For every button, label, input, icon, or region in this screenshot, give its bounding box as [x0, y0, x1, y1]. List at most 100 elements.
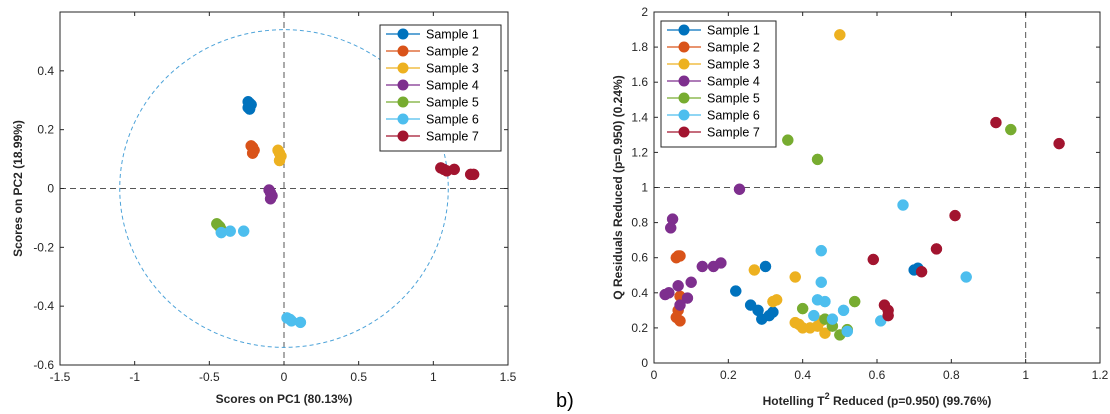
legend-marker [678, 41, 690, 53]
legend-marker [397, 79, 409, 91]
data-point-sample-4 [715, 257, 727, 269]
legend-label: Sample 3 [426, 62, 479, 76]
y-axis-label: Scores on PC2 (18.99%) [11, 120, 25, 257]
legend-label: Sample 4 [426, 79, 479, 93]
y-tick-label: 0.6 [631, 251, 648, 265]
data-point-sample-7 [949, 209, 961, 222]
y-tick-label: 1.8 [631, 40, 648, 54]
y-tick-label: 0.2 [37, 123, 54, 137]
x-tick-label: 0.8 [943, 368, 960, 382]
data-point-sample-7 [930, 243, 943, 255]
data-point-sample-4 [685, 276, 697, 289]
x-axis-label: Hotelling T2 Reduced (p=0.950) (99.76%) [763, 391, 992, 408]
data-point-sample-5 [848, 295, 861, 308]
x-tick-label: 1 [430, 370, 437, 384]
x-tick-label: 0 [651, 368, 658, 382]
data-point-sample-3 [748, 264, 761, 276]
data-point-sample-5 [811, 153, 824, 166]
data-point-sample-6 [826, 313, 839, 325]
data-point-sample-1 [730, 285, 742, 297]
data-point-sample-7 [867, 253, 880, 266]
y-tick-label: -0.4 [33, 299, 54, 313]
y-tick-label: 2 [641, 5, 648, 19]
data-point-sample-7 [448, 163, 460, 176]
legend-marker [397, 113, 409, 125]
legend-label: Sample 7 [707, 126, 760, 140]
x-tick-label: 0.6 [869, 368, 886, 382]
data-point-sample-6 [897, 199, 909, 211]
y-tick-label: 1.4 [631, 110, 648, 124]
data-point-sample-7 [915, 265, 928, 278]
y-tick-label: -0.6 [33, 358, 54, 372]
x-axis-label-part: Reduced (p=0.950) (99.76%) [830, 394, 992, 408]
legend-label: Sample 4 [707, 75, 760, 89]
x-axis-label-part: Hotelling T [763, 394, 826, 408]
data-point-sample-3 [273, 154, 286, 167]
data-point-sample-1 [759, 260, 772, 273]
data-point-sample-6 [808, 309, 820, 322]
q-residuals-vs-hotelling-plot: 0 0.2 0.4 0.6 0.8 1 1.2 0 0.2 0.4 0.6 0.8 1 1.2 1.4 1.6… [611, 5, 1109, 408]
x-tick-label: 0.4 [794, 368, 811, 382]
legend-marker [678, 75, 690, 87]
y-tick-label: 0 [47, 182, 54, 196]
y-tick-label: -0.2 [33, 240, 54, 254]
y-tick-label: 0.4 [37, 64, 54, 78]
legend-marker [678, 24, 690, 36]
legend-label: Sample 3 [707, 58, 760, 72]
data-point-sample-7 [1053, 137, 1065, 150]
legend-label: Sample 6 [426, 113, 479, 127]
data-point-sample-5 [796, 302, 809, 315]
legend-label: Sample 1 [426, 28, 479, 42]
data-point-sample-4 [672, 280, 684, 292]
x-tick-label: 0.2 [720, 368, 737, 382]
legend-marker [397, 96, 409, 108]
y-tick-label: 0 [641, 356, 648, 370]
legend-marker [397, 45, 409, 57]
legend-label: Sample 7 [426, 130, 479, 144]
y-tick-label: 0.4 [631, 286, 648, 300]
data-point-sample-3 [770, 294, 783, 306]
data-point-sample-6 [224, 225, 236, 237]
y-tick-label: 0.8 [631, 216, 648, 230]
data-point-sample-6 [841, 325, 854, 338]
legend-marker [678, 92, 690, 104]
legend-label: Sample 5 [426, 96, 479, 110]
data-point-sample-4 [733, 183, 746, 196]
data-point-sample-4 [264, 193, 277, 205]
legend-label: Sample 2 [426, 45, 479, 59]
data-point-sample-3 [819, 327, 831, 339]
data-point-sample-2 [246, 147, 259, 159]
legend: Sample 1 Sample 2 Sample 3 Sample 4 Sample 5… [660, 20, 777, 148]
legend-marker [397, 62, 409, 74]
pca-scores-plot: -1.5 -1 -0.5 0 0.5 1 1.5 -0.6 -0.4 -0.2 0 0.2 0.4 Sco… [11, 11, 517, 406]
panel-label-b: b) [556, 390, 574, 412]
data-point-sample-7 [882, 309, 894, 322]
data-point-sample-1 [767, 306, 779, 318]
data-point-sample-4 [674, 299, 686, 311]
data-point-sample-6 [960, 271, 972, 283]
x-tick-label: -0.5 [199, 370, 220, 384]
legend-marker [678, 126, 690, 138]
confidence-ellipse [119, 29, 449, 348]
data-point-sample-6 [819, 295, 831, 308]
data-point-sample-6 [837, 304, 850, 317]
data-point-sample-4 [663, 287, 675, 299]
data-point-sample-2 [674, 250, 686, 262]
legend-marker [397, 130, 409, 142]
x-axis-label: Scores on PC1 (80.13%) [216, 392, 353, 406]
legend-marker [678, 109, 690, 121]
data-point-sample-1 [243, 103, 256, 115]
x-tick-label: -1 [129, 370, 140, 384]
data-point-sample-6 [815, 244, 827, 257]
y-tick-label: 1.6 [631, 75, 648, 89]
x-axis-label-superscript: 2 [825, 391, 830, 401]
data-point-sample-5 [1005, 123, 1017, 136]
legend-label: Sample 6 [707, 109, 760, 123]
data-point-sample-6 [294, 316, 307, 329]
data-point-sample-3 [834, 29, 846, 41]
data-point-sample-4 [681, 292, 694, 304]
data-point-sample-4 [664, 222, 677, 234]
data-point-sample-7 [467, 168, 480, 181]
legend-label: Sample 2 [707, 41, 760, 55]
